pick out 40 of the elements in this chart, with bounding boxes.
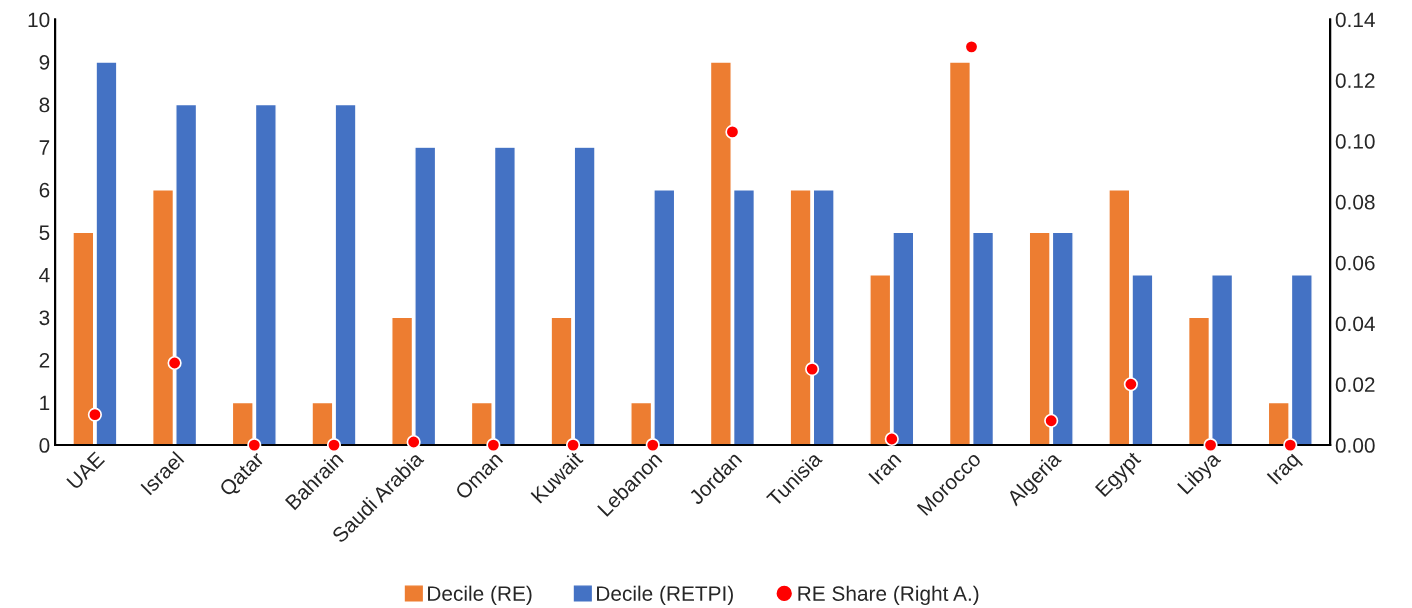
legend-label: Decile (RETPI) (597, 585, 733, 606)
y-tick-label: 10 (28, 12, 50, 28)
y-tick-label: 7 (39, 140, 50, 155)
point (645, 437, 660, 453)
point (1283, 437, 1298, 453)
y-tick-label: 1 (40, 395, 50, 411)
y2-tick-label: 0.02 (1335, 377, 1375, 393)
point (406, 434, 421, 450)
x-tick-label: Iraq (1266, 451, 1304, 488)
y-tick-label: 0 (39, 438, 50, 453)
legend-label: RE Share (Right A.) (798, 585, 979, 606)
y-tick-label: 9 (39, 55, 50, 70)
y2-tick-label: 0.04 (1335, 316, 1375, 332)
y2-tick-label: 0.06 (1335, 255, 1375, 271)
y-tick-label: 4 (39, 268, 50, 283)
point (964, 39, 979, 54)
point (565, 437, 581, 453)
point (247, 437, 262, 453)
point (486, 437, 501, 453)
y2-tick-label: 0.00 (1335, 438, 1375, 453)
point (87, 407, 102, 422)
y-tick-label: 8 (39, 97, 50, 113)
point (725, 124, 740, 140)
point (1044, 413, 1059, 428)
point (884, 431, 899, 447)
legend-label: Decile (RE) (428, 585, 532, 606)
y-tick-label: 5 (39, 225, 50, 241)
y-tick-label: 2 (39, 352, 50, 368)
point (805, 361, 820, 377)
y2-tick-label: 0.10 (1335, 134, 1375, 149)
y2-tick-label: 0.08 (1335, 194, 1375, 210)
y-tick-label: 6 (39, 182, 50, 198)
point (167, 355, 182, 371)
y2-tick-label: 0.14 (1335, 12, 1375, 28)
y-tick-label: 3 (39, 310, 50, 326)
point (326, 437, 342, 453)
x-tick-label: Iran (868, 451, 902, 485)
point (1123, 377, 1138, 392)
y2-tick-label: 0.12 (1335, 73, 1375, 89)
point (1203, 437, 1218, 453)
